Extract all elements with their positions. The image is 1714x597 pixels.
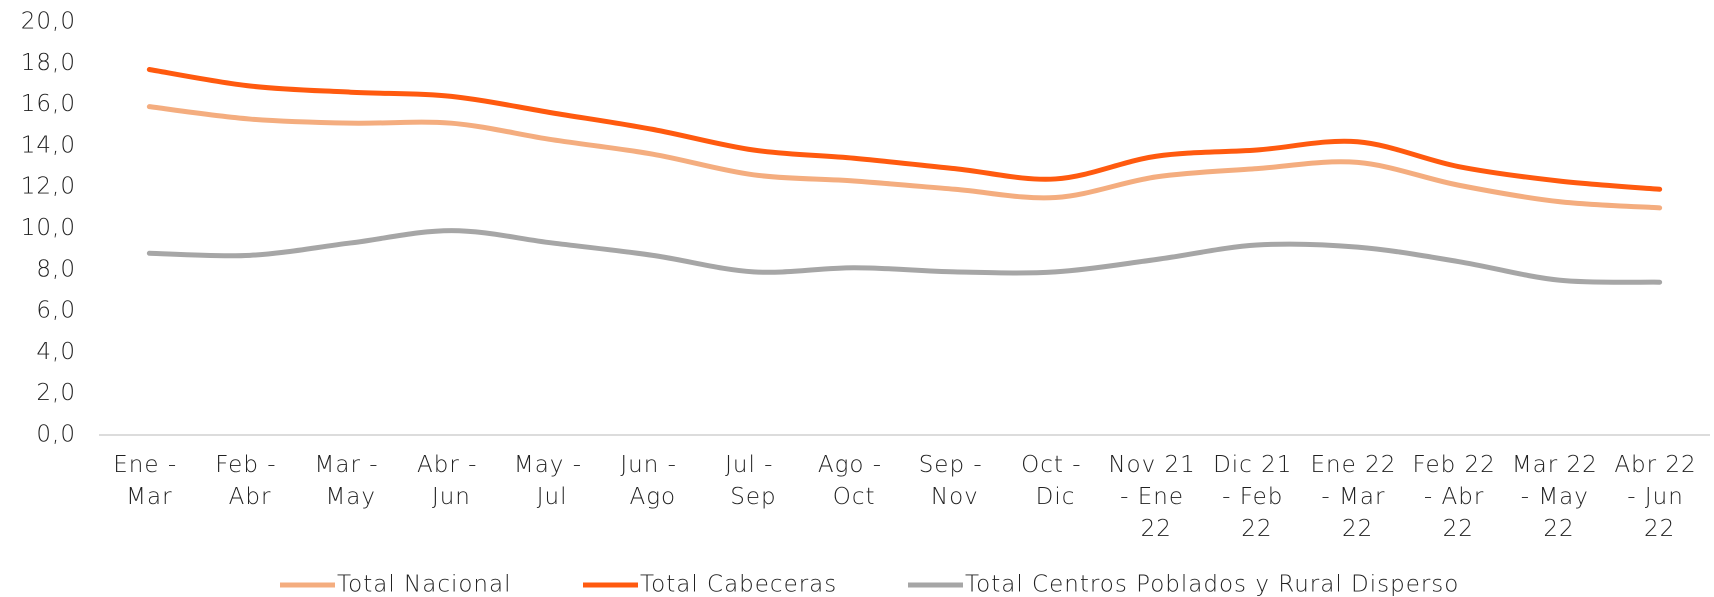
- series-line: [146, 66, 1663, 192]
- x-tick-label: Sep - Nov: [919, 452, 991, 510]
- y-tick-label: 4,0: [36, 339, 76, 365]
- y-tick-label: 18,0: [21, 50, 76, 76]
- y-tick-label: 14,0: [21, 132, 76, 158]
- x-tick-label: Mar 22 - May 22: [1512, 452, 1606, 542]
- x-tick-label: Abr - Jun: [417, 452, 486, 510]
- y-tick-label: 2,0: [36, 380, 76, 406]
- y-tick-label: 16,0: [21, 91, 76, 117]
- y-tick-label: 20,0: [21, 9, 76, 35]
- x-tick-label: Abr 22 - Jun 22: [1614, 452, 1705, 542]
- y-tick-label: 10,0: [21, 215, 76, 241]
- x-tick-label: Nov 21 - Ene 22: [1108, 452, 1204, 542]
- x-tick-label: Dic 21 - Feb 22: [1213, 452, 1301, 542]
- x-tick-label: Jun - Ago: [620, 452, 685, 510]
- x-tick-label: Oct - Dic: [1021, 452, 1090, 510]
- series-line: [146, 228, 1663, 285]
- x-tick-label: Mar - May: [315, 452, 387, 510]
- x-tick-label: Ene - Mar: [113, 452, 185, 510]
- legend-label: Total Nacional: [337, 572, 512, 597]
- y-tick-label: 12,0: [21, 174, 76, 200]
- x-tick-label: Ene 22 - Mar 22: [1311, 452, 1405, 542]
- x-tick-label: Ago - Oct: [818, 452, 891, 510]
- x-tick-label: May - Jul: [514, 452, 590, 510]
- legend-label: Total Cabeceras: [640, 572, 837, 597]
- x-tick-label: Jul - Sep: [725, 452, 782, 510]
- x-tick-label: Feb 22 - Abr 22: [1412, 452, 1504, 542]
- y-tick-label: 6,0: [36, 298, 76, 324]
- y-tick-label: 0,0: [36, 422, 76, 448]
- y-tick-label: 8,0: [36, 256, 76, 282]
- legend-label: Total Centros Poblados y Rural Disperso: [965, 572, 1459, 597]
- series-line: [146, 104, 1663, 211]
- x-tick-label: Feb - Abr: [215, 452, 285, 510]
